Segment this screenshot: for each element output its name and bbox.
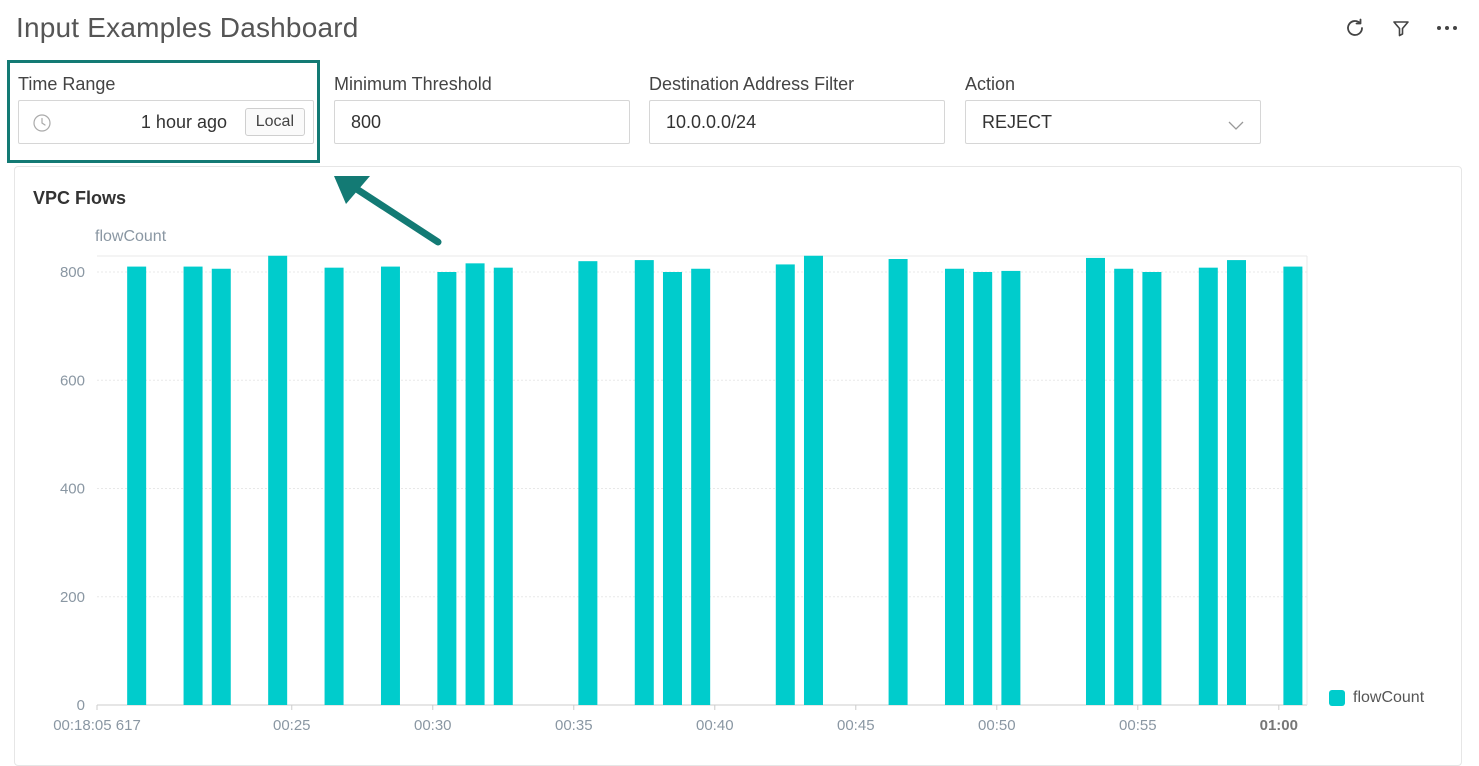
bar [803,255,823,705]
y-axis-title: flowCount [95,228,167,245]
y-tick-label: 400 [60,481,85,498]
x-tick-label: 00:50 [978,717,1016,734]
x-tick-label: 00:35 [555,717,593,734]
clock-icon [33,114,51,137]
bar [380,266,400,705]
x-tick-label: 00:30 [414,717,452,734]
time-range-label: Time Range [18,74,116,94]
refresh-icon[interactable] [1343,16,1367,40]
vpc-flows-panel: VPC Flows flowCount 0 200 400 600 800 00:18:0… [14,166,1462,766]
min-threshold-label: Minimum Threshold [334,74,492,94]
bar [1283,266,1303,705]
bar [973,272,993,705]
legend-label: flowCount [1353,689,1425,706]
dest-filter-value: 10.0.0.0/24 [666,111,757,132]
time-range-value: 1 hour ago [140,112,227,132]
bar [1085,257,1105,705]
bar [578,261,598,705]
min-threshold-field: Minimum Threshold 800 [334,72,630,144]
time-range-field: Time Range 1 hour ago Local [18,72,314,144]
x-tick-label: 00:45 [837,717,875,734]
bar [662,272,682,705]
x-tick-label: 00:25 [273,717,311,734]
bar [1226,260,1246,705]
chart-legend[interactable]: flowCount [1329,689,1424,707]
min-threshold-value: 800 [351,111,382,132]
time-range-highlight-box [7,60,320,163]
bar [183,266,203,705]
dest-filter-input[interactable]: 10.0.0.0/24 [649,100,945,144]
legend-swatch [1329,690,1345,706]
bar [691,268,711,705]
filter-icon[interactable] [1389,16,1413,40]
dashboard-title: Input Examples Dashboard [16,12,359,43]
bar [437,272,457,705]
chevron-down-icon [1228,115,1244,136]
dest-filter-field: Destination Address Filter 10.0.0.0/24 [649,72,945,144]
bar [127,266,147,705]
bar [211,268,231,705]
y-tick-label: 200 [60,589,85,606]
bar [1198,267,1218,705]
bar [775,264,795,705]
flow-bar-chart: 0 200 400 600 800 00:18:05 617 00:25 00:30 00:35… [53,255,1308,734]
y-tick-label: 800 [60,264,85,281]
y-tick-label: 0 [77,697,85,714]
x-tick-label: 00:40 [696,717,734,734]
bar [465,263,485,705]
x-tick-label: 00:55 [1119,717,1157,734]
action-value: REJECT [982,111,1053,132]
bar [634,260,654,705]
dashboard-toolbar [1343,16,1459,40]
timezone-local-button[interactable]: Local [244,108,305,136]
min-threshold-input[interactable]: 800 [334,100,630,144]
panel-title: VPC Flows [33,188,127,208]
bar [268,255,288,705]
bar [944,268,964,705]
annotation-arrow [334,176,442,246]
action-field: Action REJECT [965,72,1261,144]
dest-filter-label: Destination Address Filter [649,74,855,94]
y-tick-label: 600 [60,372,85,389]
action-label: Action [965,74,1016,94]
bar [1142,272,1162,705]
time-range-picker[interactable]: 1 hour ago Local [18,100,314,144]
bar [888,259,908,705]
bar [1114,268,1134,705]
bar [1001,270,1021,705]
x-tick-label: 00:18:05 617 [53,717,141,734]
bar [493,267,513,705]
bar [324,267,344,705]
action-select[interactable]: REJECT [965,100,1261,144]
more-icon[interactable] [1435,16,1459,40]
x-tick-label: 01:00 [1260,717,1298,734]
